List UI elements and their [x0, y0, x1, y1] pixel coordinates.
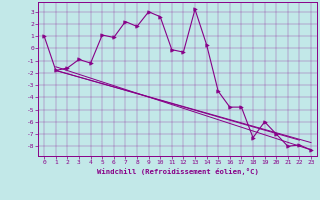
X-axis label: Windchill (Refroidissement éolien,°C): Windchill (Refroidissement éolien,°C): [97, 168, 259, 175]
